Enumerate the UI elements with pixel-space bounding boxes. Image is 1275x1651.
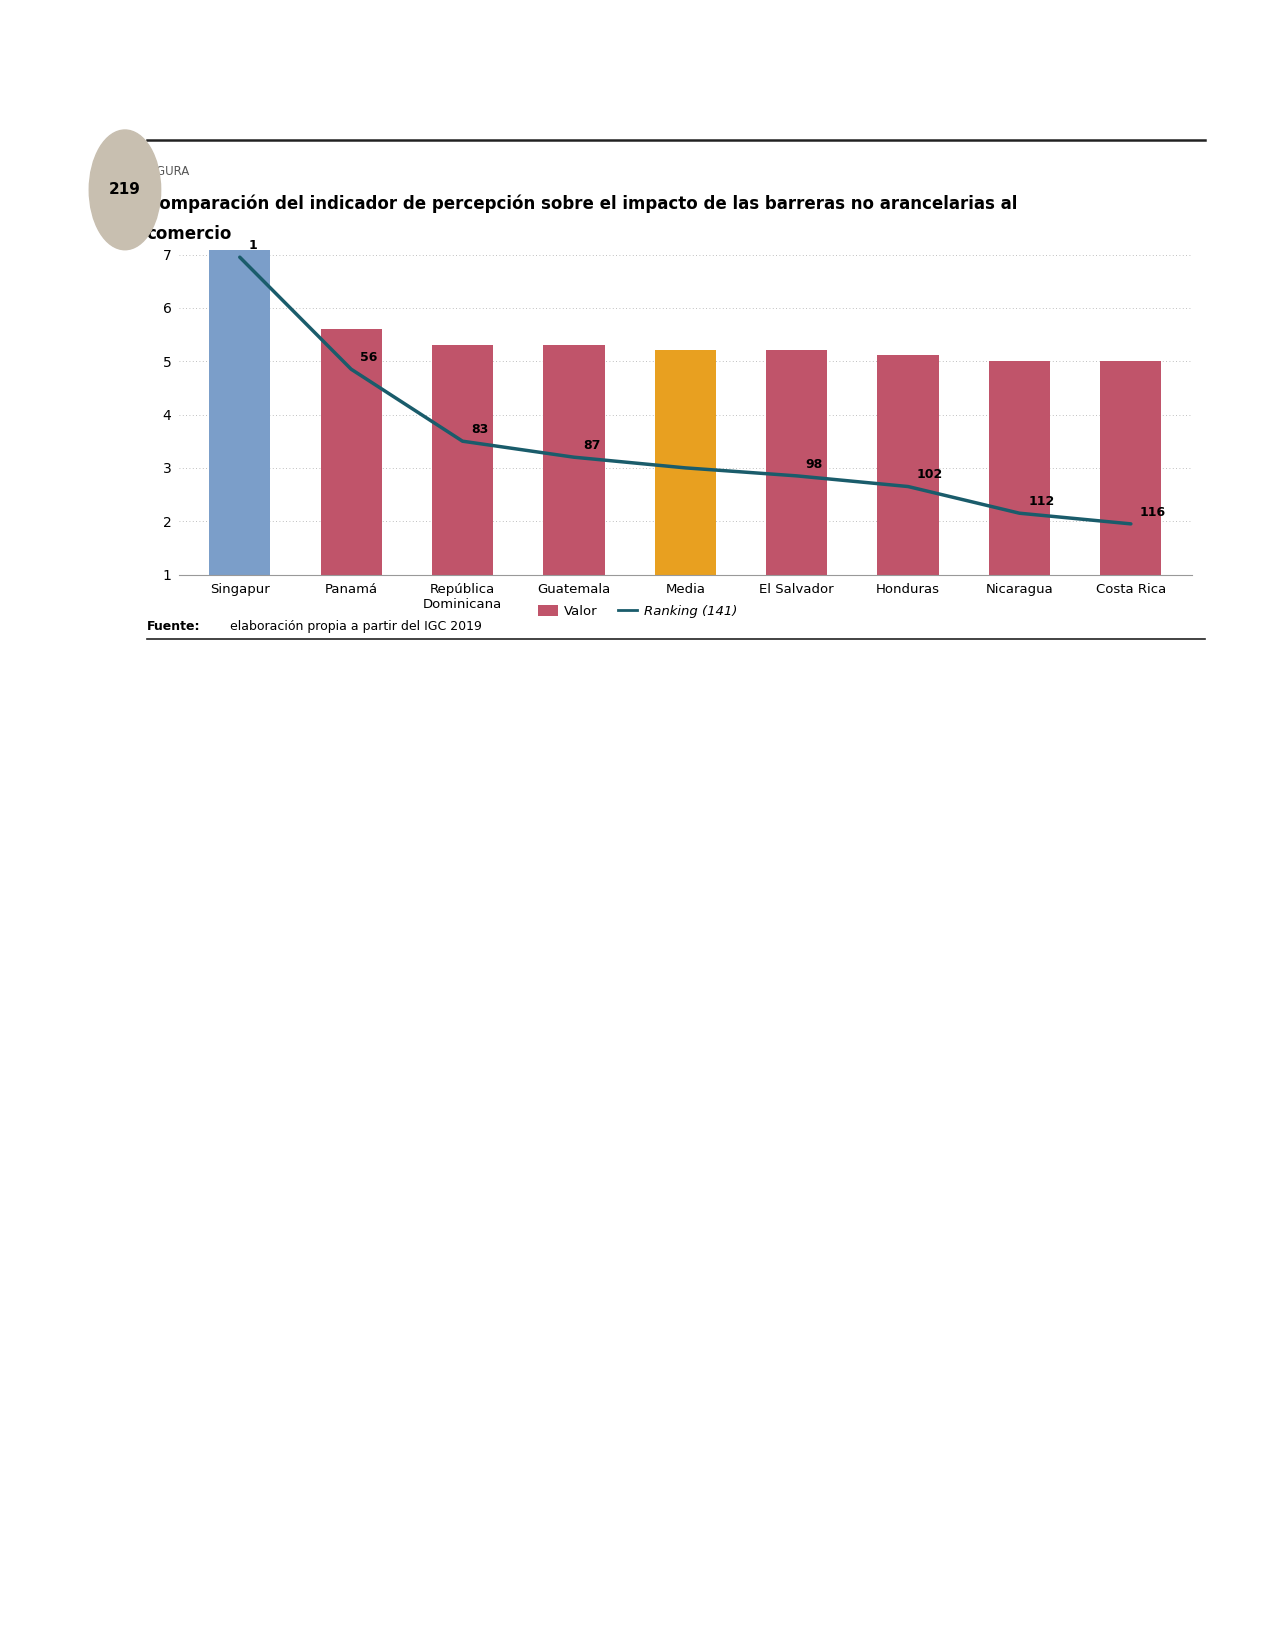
Text: 116: 116 — [1140, 505, 1165, 518]
Bar — [209, 251, 270, 575]
Text: 56: 56 — [360, 352, 377, 363]
Text: comercio: comercio — [147, 225, 232, 243]
Text: 1: 1 — [249, 239, 258, 253]
Bar — [432, 345, 493, 575]
Text: 219: 219 — [108, 182, 140, 198]
Text: Fuente:: Fuente: — [147, 621, 200, 632]
Bar — [654, 350, 717, 575]
Bar — [877, 355, 938, 575]
Bar — [1100, 360, 1162, 575]
Bar — [766, 350, 827, 575]
Text: elaboración propia a partir del IGC 2019: elaboración propia a partir del IGC 2019 — [226, 621, 482, 632]
Bar — [320, 329, 381, 575]
Legend: Valor, Ranking (141): Valor, Ranking (141) — [533, 599, 742, 624]
Bar — [543, 345, 604, 575]
Text: 87: 87 — [583, 439, 601, 452]
Text: 102: 102 — [917, 469, 943, 480]
Text: FIGURA: FIGURA — [147, 165, 190, 178]
Text: 83: 83 — [472, 423, 488, 436]
Text: 98: 98 — [806, 457, 822, 471]
Text: 112: 112 — [1029, 495, 1054, 509]
Bar — [989, 360, 1051, 575]
Text: Comparación del indicador de percepción sobre el impacto de las barreras no aran: Comparación del indicador de percepción … — [147, 195, 1017, 213]
